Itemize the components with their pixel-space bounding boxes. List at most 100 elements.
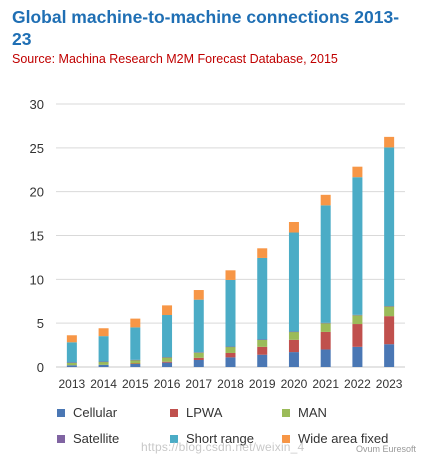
bar-satellite-2016 [162, 357, 173, 358]
bar-wide-area-fixed-2023 [384, 136, 395, 148]
x-tick-label-2019: 2019 [249, 377, 276, 391]
bar-short-range-2014 [98, 336, 109, 362]
bar-satellite-2013 [66, 362, 77, 363]
bar-man-2019 [257, 339, 268, 347]
legend-item-cellular: Cellular [57, 405, 117, 420]
bar-satellite-2019 [257, 339, 268, 340]
bar-man-2022 [352, 315, 363, 325]
bar-man-2017 [193, 352, 204, 358]
bar-satellite-2023 [384, 306, 395, 307]
bar-short-range-2013 [66, 342, 77, 363]
y-tick-label-15: 15 [30, 229, 44, 244]
bar-cellular-2021 [320, 349, 331, 367]
bar-cellular-2013 [66, 365, 77, 367]
y-tick-label-25: 25 [30, 141, 44, 156]
legend-item-satellite: Satellite [57, 431, 119, 446]
bar-short-range-2016 [162, 315, 173, 358]
bar-satellite-2018 [225, 346, 236, 348]
bar-satellite-2014 [98, 361, 109, 363]
bar-lpwa-2019 [257, 346, 268, 355]
bar-man-2014 [98, 361, 109, 365]
bar-short-range-2021 [320, 205, 331, 323]
bar-wide-area-fixed-2019 [257, 248, 268, 258]
bar-cellular-2018 [225, 357, 236, 367]
legend-swatch-short-range [170, 435, 178, 443]
x-tick-label-2015: 2015 [122, 377, 149, 391]
legend-swatch-cellular [57, 409, 65, 417]
x-tick-label-2021: 2021 [312, 377, 339, 391]
bar-wide-area-fixed-2013 [66, 335, 77, 343]
bar-lpwa-2016 [162, 361, 173, 363]
bar-man-2020 [288, 331, 299, 340]
bar-cellular-2022 [352, 346, 363, 367]
x-tick-label-2020: 2020 [281, 377, 308, 391]
legend-swatch-lpwa [170, 409, 178, 417]
bar-short-range-2019 [257, 257, 268, 340]
x-tick-label-2022: 2022 [344, 377, 371, 391]
bar-wide-area-fixed-2016 [162, 305, 173, 316]
bar-short-range-2020 [288, 232, 299, 332]
bar-lpwa-2017 [193, 357, 204, 360]
chart-subtitle: Source: Machina Research M2M Forecast Da… [12, 52, 338, 66]
legend-swatch-man [282, 409, 290, 417]
bar-short-range-2023 [384, 147, 395, 307]
legend-swatch-satellite [57, 435, 65, 443]
bar-man-2016 [162, 357, 173, 362]
bar-satellite-2021 [320, 322, 331, 324]
bar-wide-area-fixed-2020 [288, 221, 299, 233]
bar-cellular-2019 [257, 354, 268, 367]
bar-cellular-2015 [130, 363, 141, 367]
legend-item-lpwa: LPWA [170, 405, 222, 420]
bar-wide-area-fixed-2017 [193, 290, 204, 300]
bar-cellular-2020 [288, 352, 299, 367]
bar-wide-area-fixed-2021 [320, 194, 331, 206]
y-tick-label-5: 5 [37, 316, 44, 331]
bar-man-2021 [320, 323, 331, 332]
bar-man-2023 [384, 306, 395, 317]
bar-satellite-2017 [193, 352, 204, 353]
bar-lpwa-2021 [320, 331, 331, 350]
x-tick-label-2018: 2018 [217, 377, 244, 391]
bar-wide-area-fixed-2022 [352, 166, 363, 178]
watermark-text: https://blog.csdn.net/weixin_4 [141, 440, 305, 454]
bar-cellular-2017 [193, 359, 204, 367]
x-tick-label-2016: 2016 [154, 377, 181, 391]
brand-logo: Ovum Euresoft [356, 444, 417, 454]
legend-label-lpwa: LPWA [186, 405, 223, 420]
legend-item-man: MAN [282, 405, 327, 420]
bar-cellular-2023 [384, 344, 395, 367]
bar-short-range-2017 [193, 299, 204, 353]
bar-man-2018 [225, 346, 236, 353]
legend-label-short-range: Short range [186, 431, 254, 446]
bar-short-range-2022 [352, 177, 363, 315]
legend-item-short-range: Short range [170, 431, 254, 446]
x-tick-label-2013: 2013 [59, 377, 86, 391]
bar-lpwa-2015 [130, 363, 141, 364]
bar-lpwa-2023 [384, 316, 395, 345]
y-tick-label-30: 30 [30, 97, 44, 112]
x-tick-label-2023: 2023 [376, 377, 403, 391]
x-tick-label-2014: 2014 [90, 377, 117, 391]
bar-lpwa-2018 [225, 352, 236, 358]
bar-man-2015 [130, 359, 141, 364]
y-tick-label-0: 0 [37, 360, 44, 375]
bar-lpwa-2022 [352, 324, 363, 347]
legend-swatch-wide-area-fixed [282, 435, 290, 443]
bar-wide-area-fixed-2015 [130, 318, 141, 328]
bar-wide-area-fixed-2018 [225, 270, 236, 280]
bar-short-range-2018 [225, 279, 236, 347]
bar-lpwa-2020 [288, 339, 299, 353]
legend-label-satellite: Satellite [73, 431, 120, 446]
bar-cellular-2016 [162, 362, 173, 367]
bar-cellular-2014 [98, 364, 109, 367]
bar-man-2013 [66, 362, 77, 366]
bar-satellite-2015 [130, 359, 141, 361]
bar-wide-area-fixed-2014 [98, 328, 109, 337]
y-tick-label-20: 20 [30, 185, 44, 200]
legend-label-man: MAN [298, 405, 327, 420]
bar-satellite-2022 [352, 314, 363, 316]
y-tick-label-10: 10 [30, 272, 44, 287]
legend-item-wide-area-fixed: Wide area fixed [282, 431, 388, 446]
x-tick-label-2017: 2017 [185, 377, 212, 391]
